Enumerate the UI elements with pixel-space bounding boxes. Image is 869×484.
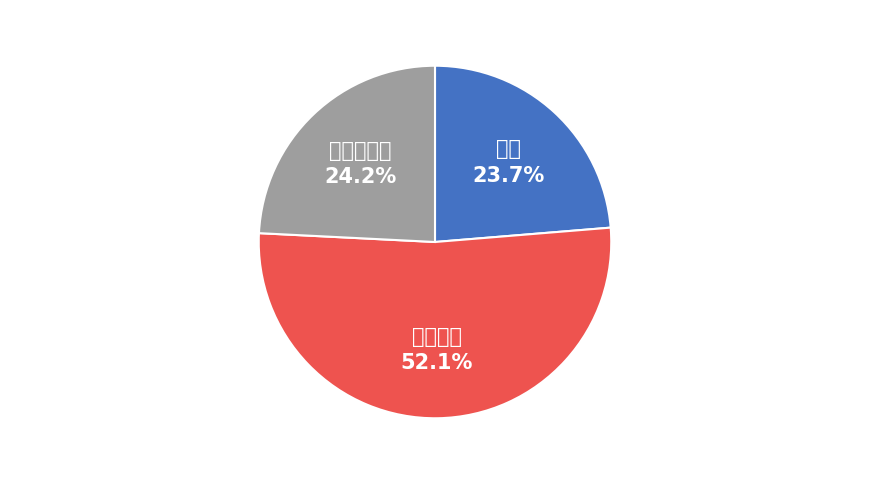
Text: 思う
23.7%: 思う 23.7% — [471, 139, 544, 186]
Wedge shape — [258, 227, 611, 418]
Text: わからない
24.2%: わからない 24.2% — [324, 141, 396, 187]
Wedge shape — [259, 66, 434, 242]
Wedge shape — [434, 66, 610, 242]
Text: 思わない
52.1%: 思わない 52.1% — [400, 327, 473, 373]
